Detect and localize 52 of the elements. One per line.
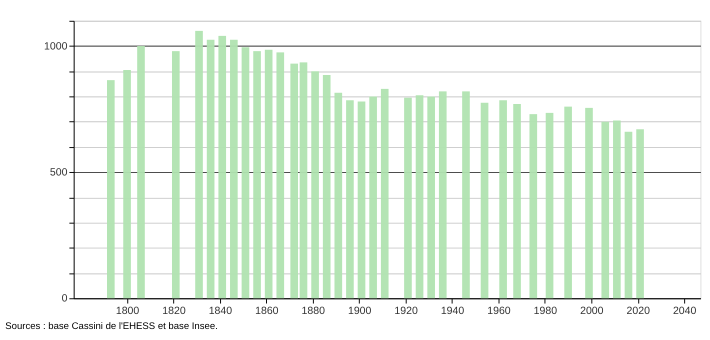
bar <box>123 70 131 298</box>
bar <box>427 96 435 298</box>
x-tick-label: 1860 <box>255 305 279 318</box>
bar <box>334 92 342 298</box>
bar <box>264 50 272 298</box>
bar <box>529 114 538 298</box>
bar <box>416 95 424 298</box>
bar <box>624 132 632 298</box>
bar <box>480 102 488 298</box>
bar <box>230 40 238 298</box>
bar <box>613 120 621 298</box>
bar <box>438 91 447 298</box>
x-tick-label: 1820 <box>162 305 186 318</box>
bar <box>546 112 554 298</box>
y-tick-label: 0 <box>62 292 68 305</box>
bar <box>346 100 354 298</box>
bar <box>499 100 507 298</box>
x-tick-label: 1840 <box>208 305 232 318</box>
x-tick-label: 1800 <box>116 305 140 318</box>
bar <box>322 75 331 298</box>
x-tick-label: 1880 <box>302 305 326 318</box>
bar <box>195 30 203 298</box>
bar <box>462 91 470 298</box>
bar <box>172 51 180 298</box>
bar <box>206 40 214 298</box>
x-tick-label: 2020 <box>626 305 650 318</box>
bar <box>358 102 366 298</box>
bar <box>253 51 261 298</box>
x-tick-label: 1980 <box>534 305 558 318</box>
bar <box>404 98 412 298</box>
y-tick-label: 1000 <box>44 40 68 52</box>
bar <box>636 129 644 298</box>
x-tick-label: 1940 <box>440 305 464 318</box>
bar <box>585 108 593 298</box>
source-note: Sources : base Cassini de l'EHESS et base Insee. <box>5 320 218 332</box>
bar <box>380 88 389 298</box>
x-tick-label: 2040 <box>672 305 696 318</box>
bar <box>137 46 145 298</box>
bar <box>601 122 610 298</box>
bar <box>369 96 377 298</box>
bar <box>106 80 115 298</box>
x-tick-label: 1900 <box>348 305 372 318</box>
x-tick-label: 1920 <box>394 305 418 318</box>
bar <box>564 106 572 298</box>
bar <box>311 71 319 298</box>
x-tick-label: 1960 <box>487 305 511 318</box>
bar <box>513 104 521 298</box>
x-tick-label: 2000 <box>580 305 604 318</box>
bar <box>218 36 226 298</box>
bar <box>242 47 250 298</box>
bar <box>276 52 284 298</box>
y-tick-label: 500 <box>50 166 68 178</box>
